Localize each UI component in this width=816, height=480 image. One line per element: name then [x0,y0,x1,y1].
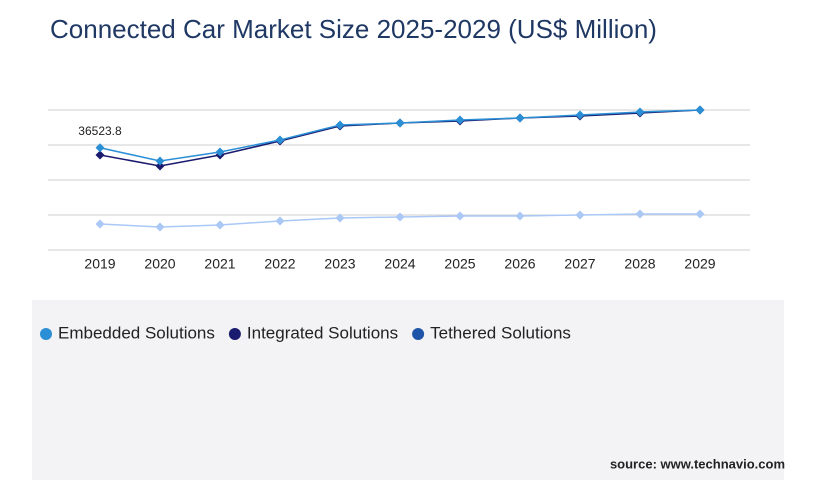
legend-marker [412,328,425,340]
x-tick-label: 2020 [144,256,175,272]
x-tick-label: 2022 [264,256,295,272]
x-tick-label: 2027 [564,256,595,272]
point [575,210,585,220]
point [635,107,645,117]
x-tick-label: 2019 [84,256,115,272]
x-tick-label: 2023 [324,256,355,272]
point [575,110,585,120]
point [215,220,225,230]
source: source: www.technavio.com [610,456,785,471]
point [515,113,525,123]
legend-marker [40,328,52,340]
point [95,143,105,153]
point [335,120,345,130]
point [335,213,345,223]
point [155,156,165,166]
legend-label: Integrated Solutions [247,323,398,342]
chart-title: Connected Car Market Size 2025-2029 (US$… [50,14,657,44]
point [395,212,405,222]
x-tick-label: 2021 [204,256,235,272]
point [95,219,105,229]
legend-label: Embedded Solutions [58,323,215,342]
x-tick-label: 2025 [444,256,475,272]
point [515,211,525,221]
legend-label: Tethered Solutions [430,323,571,342]
point [455,211,465,221]
legend-panel [32,300,784,480]
point [275,216,285,226]
point [695,105,705,115]
x-tick-label: 2024 [384,256,415,272]
point [215,147,225,157]
x-tick-label: 2029 [684,256,715,272]
data-label: 36523.8 [78,124,122,138]
legend-marker [228,328,241,340]
point [395,118,405,128]
point [155,161,165,171]
point [155,222,165,232]
point [95,150,105,160]
point [635,209,645,219]
point [695,209,705,219]
point [275,135,285,145]
point [455,115,465,125]
x-tick-label: 2028 [624,256,655,272]
x-tick-label: 2026 [504,256,535,272]
